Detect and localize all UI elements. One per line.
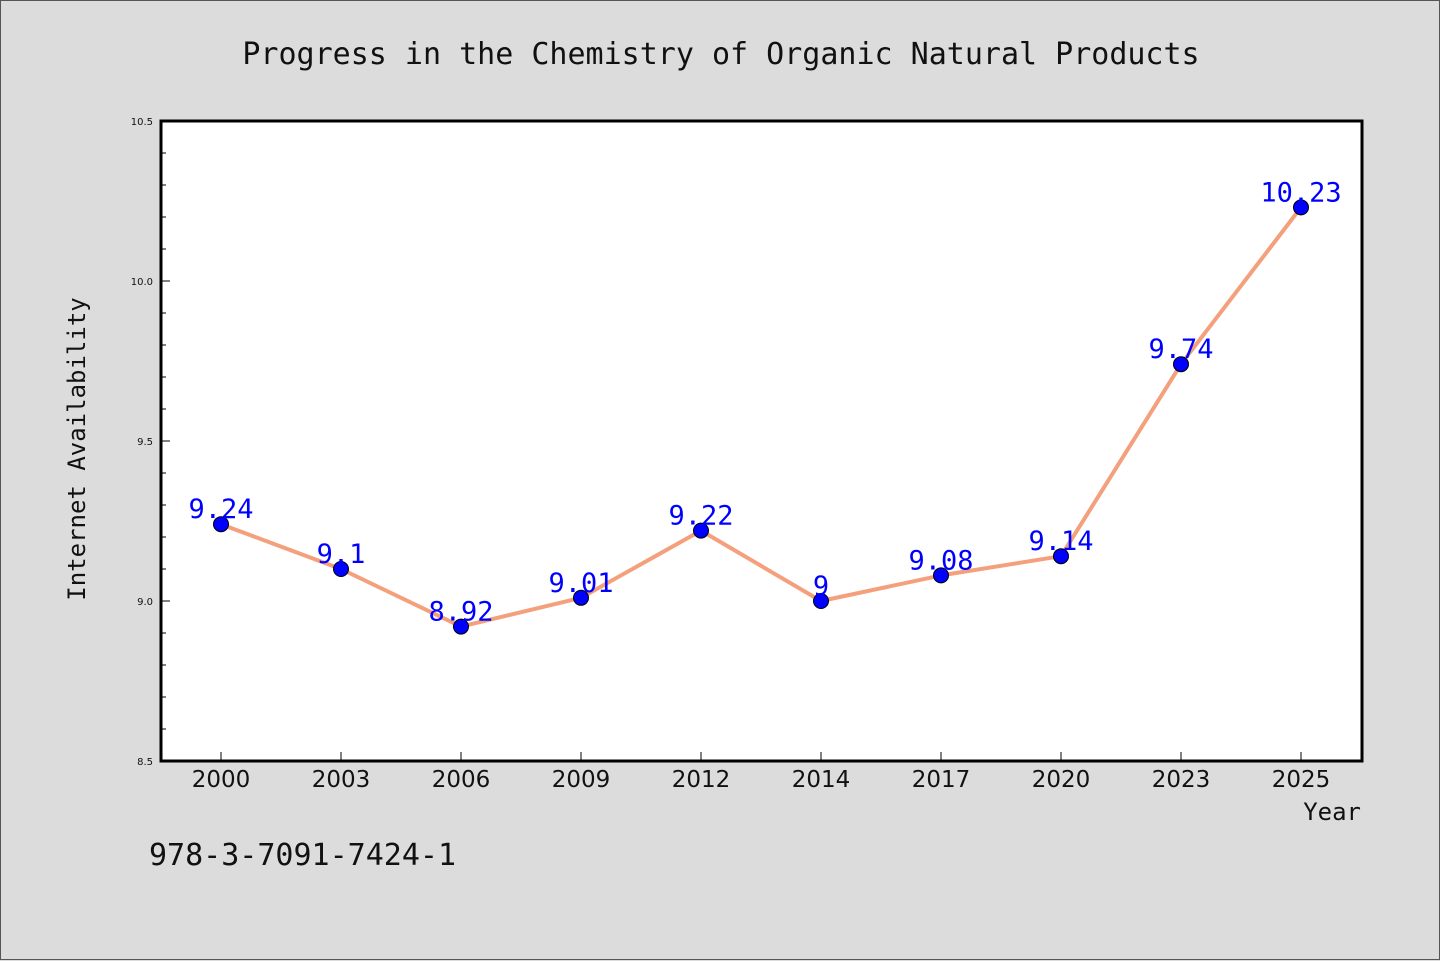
chart-title: Progress in the Chemistry of Organic Nat…: [242, 37, 1199, 72]
data-point: [453, 618, 469, 635]
data-point: [1053, 548, 1069, 565]
y-tick-label: 10.5: [131, 117, 153, 128]
x-tick-label: 2020: [1032, 767, 1091, 793]
y-tick-label: 8.5: [137, 757, 153, 768]
data-label: 9.1: [317, 539, 366, 570]
y-tick-label: 9.5: [137, 437, 153, 448]
data-point: [933, 567, 949, 584]
data-label: 9.01: [548, 568, 613, 599]
x-tick-label: 2009: [552, 767, 611, 793]
data-label-group: 9.24 9.1 8.92 9.01 9.22 9 9.08 9.14 9.74 10.23: [188, 177, 1341, 627]
x-tick-label: 2012: [672, 767, 731, 793]
data-point: [333, 561, 349, 577]
data-point: [1293, 199, 1309, 216]
data-label: 9: [813, 571, 829, 602]
data-label: 9.08: [908, 545, 973, 576]
data-label: 10.23: [1260, 177, 1341, 208]
y-axis-ticks: 8.5 9.0 9.5 10.0 10.5: [131, 117, 170, 768]
data-label: 9.74: [1148, 334, 1213, 365]
data-point: [213, 516, 229, 533]
x-tick-label: 2000: [192, 767, 251, 793]
x-tick-label: 2025: [1272, 767, 1331, 793]
series-line-group: [219, 205, 1303, 629]
x-axis-ticks: 2000 2003 2006 2009 2012 2014 2017 2020 2023 2025: [192, 752, 1331, 793]
data-point: [693, 522, 709, 539]
marker-group: [213, 199, 1309, 635]
data-point: [1173, 356, 1189, 373]
x-tick-label: 2014: [792, 767, 851, 793]
y-axis-label: Internet Availability: [63, 297, 91, 600]
isbn-footer: 978-3-7091-7424-1: [149, 838, 456, 873]
data-label: 9.14: [1028, 526, 1093, 557]
data-label: 9.24: [188, 494, 253, 525]
x-tick-label: 2006: [432, 767, 491, 793]
y-tick-label: 10.0: [131, 277, 153, 288]
data-label: 8.92: [428, 597, 493, 628]
x-tick-label: 2003: [312, 767, 371, 793]
series-line: [219, 205, 1303, 629]
y-tick-label: 9.0: [137, 597, 153, 608]
x-tick-label: 2023: [1152, 767, 1211, 793]
plot-area: [159, 119, 1364, 763]
data-point: [573, 589, 589, 606]
data-point: [813, 593, 829, 609]
x-axis-label: Year: [1303, 798, 1361, 826]
data-label: 9.22: [668, 501, 733, 532]
x-tick-label: 2017: [912, 767, 971, 793]
